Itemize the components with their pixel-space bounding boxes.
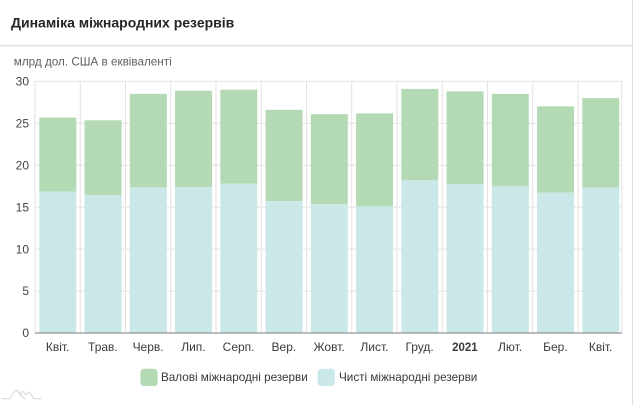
svg-text:5: 5: [22, 284, 29, 298]
svg-text:Груд.: Груд.: [405, 340, 433, 354]
svg-text:10: 10: [16, 242, 30, 256]
svg-text:2021: 2021: [452, 342, 478, 354]
svg-text:0: 0: [22, 326, 29, 340]
svg-text:млрд дол. США в еквіваленті: млрд дол. США в еквіваленті: [14, 56, 172, 69]
svg-text:20: 20: [16, 158, 30, 172]
svg-text:Динаміка міжнародних резервів: Динаміка міжнародних резервів: [11, 15, 235, 31]
svg-text:Валові міжнародні резерви: Валові міжнародні резерви: [161, 371, 308, 384]
svg-text:Вер.: Вер.: [272, 340, 297, 354]
svg-text:Лип.: Лип.: [181, 340, 205, 354]
svg-text:Жовт.: Жовт.: [313, 340, 344, 354]
svg-text:Черв.: Черв.: [133, 340, 164, 354]
svg-text:Чисті міжнародні резерви: Чисті міжнародні резерви: [339, 371, 477, 384]
svg-text:Квіт.: Квіт.: [46, 340, 70, 354]
svg-text:Квіт.: Квіт.: [589, 340, 613, 354]
svg-text:30: 30: [16, 75, 30, 89]
svg-text:Лют.: Лют.: [498, 340, 522, 354]
svg-text:Лист.: Лист.: [360, 340, 388, 354]
svg-text:15: 15: [16, 200, 30, 214]
svg-text:Серп.: Серп.: [223, 340, 255, 354]
svg-text:Трав.: Трав.: [88, 340, 118, 354]
svg-text:Бер.: Бер.: [543, 340, 568, 354]
svg-text:25: 25: [16, 117, 30, 131]
